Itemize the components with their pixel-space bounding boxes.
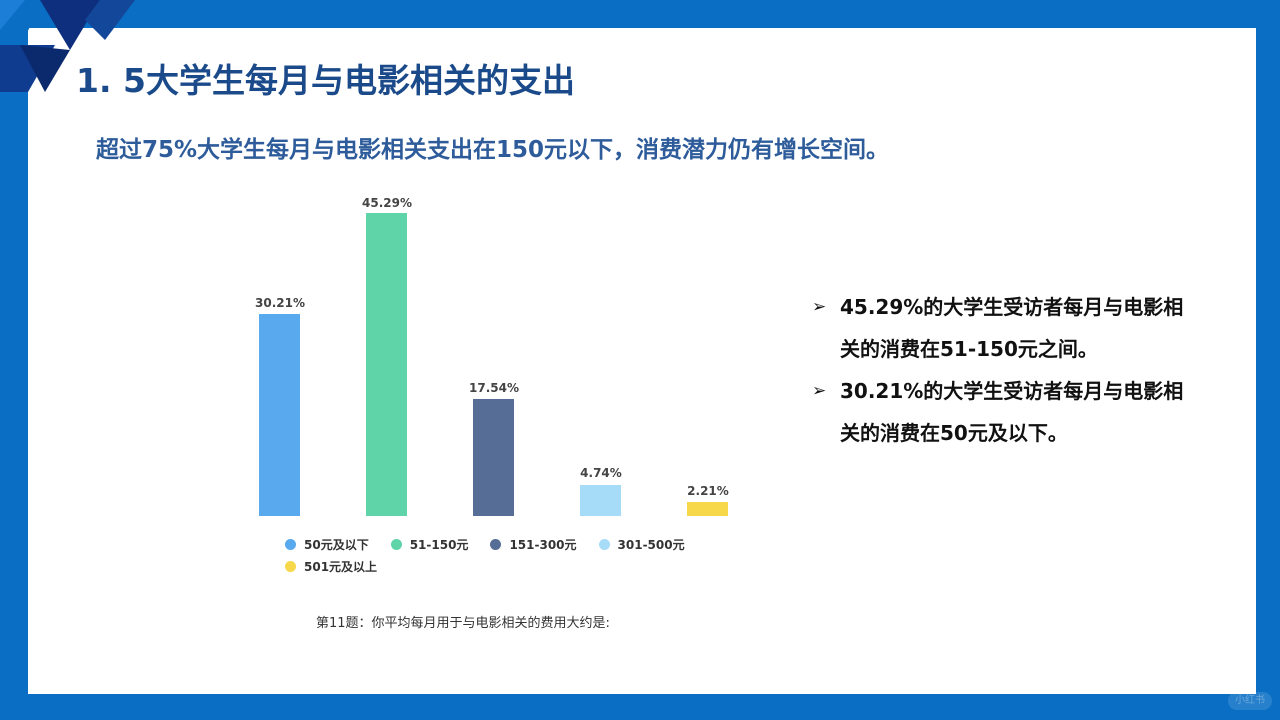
bar-50-and-below [259,314,300,516]
finding-text: 30.21%的大学生受访者每月与电影相关的消费在50元及以下。 [840,379,1184,445]
finding-item: ➢ 45.29%的大学生受访者每月与电影相关的消费在51-150元之间。 [812,286,1232,370]
bar-51-150 [366,213,407,516]
bar-value-label: 45.29% [362,196,412,210]
legend-dot-icon [285,538,296,550]
legend-dot-icon [390,538,402,550]
key-findings-list: ➢ 45.29%的大学生受访者每月与电影相关的消费在51-150元之间。 ➢ 3… [812,286,1232,454]
legend-label: 501元及以上 [304,559,378,574]
top-frame-band [0,0,1280,28]
legend-item: 501元及以上 [285,557,377,575]
legend-label: 51-150元 [409,537,469,552]
slide-panel [28,28,1256,694]
bar-value-label: 17.54% [469,381,519,395]
arrow-bullet-icon: ➢ [812,381,827,401]
finding-text: 45.29%的大学生受访者每月与电影相关的消费在51-150元之间。 [840,295,1184,361]
legend-label: 301-500元 [617,537,685,552]
bar-value-label: 2.21% [687,484,729,498]
watermark-logo: 小红书 [1228,692,1272,710]
legend-item: 50元及以下 [285,535,369,553]
bar-501-and-above [687,502,728,516]
bar-301-500 [580,485,621,516]
slide-title: 1. 5大学生每月与电影相关的支出 [76,61,575,100]
legend-item: 301-500元 [598,535,685,553]
legend-dot-icon [285,560,296,572]
legend-item: 151-300元 [490,535,577,553]
bar-151-300 [473,399,514,516]
legend-label: 151-300元 [509,537,577,552]
legend-label: 50元及以下 [304,537,369,552]
decorative-triangles-icon [0,0,135,92]
legend-item: 51-150元 [390,535,469,553]
legend-dot-icon [490,538,502,550]
finding-item: ➢ 30.21%的大学生受访者每月与电影相关的消费在50元及以下。 [812,370,1232,454]
chart-legend: 50元及以下 51-150元 151-300元 301-500元 501元及以上 [285,535,745,575]
slide-subtitle: 超过75%大学生每月与电影相关支出在150元以下，消费潜力仍有增长空间。 [96,137,890,163]
bar-value-label: 4.74% [580,466,622,480]
legend-dot-icon [598,538,610,550]
arrow-bullet-icon: ➢ [812,297,827,317]
survey-question-caption: 第11题：你平均每月用于与电影相关的费用大约是: [316,616,610,631]
bar-value-label: 30.21% [255,296,305,310]
